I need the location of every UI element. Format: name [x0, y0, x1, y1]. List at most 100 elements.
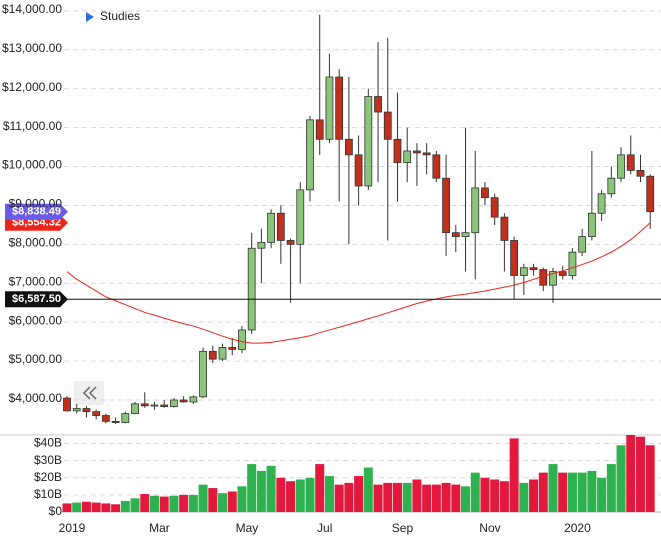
candle-body: [374, 96, 382, 113]
volume-bar: [509, 438, 519, 512]
candle-body: [529, 267, 538, 271]
y-tick-label: $5,000.00: [9, 352, 63, 366]
volume-bar: [597, 477, 607, 512]
volume-bar: [548, 464, 558, 512]
volume-bar: [120, 500, 130, 512]
y-tick-label: $10,000.00: [2, 158, 62, 172]
candle-body: [160, 404, 169, 407]
volume-bar: [645, 445, 655, 512]
x-tick-label: 2019: [59, 521, 86, 535]
chevron: [88, 386, 97, 400]
candle-body: [568, 251, 577, 276]
candle-body: [519, 267, 528, 276]
x-tick-label: Sep: [392, 521, 414, 535]
candle-body: [228, 347, 237, 350]
volume-tick-label: $10B: [34, 487, 62, 501]
x-tick-label: Mar: [149, 521, 170, 535]
candle-body: [199, 350, 207, 398]
volume-bar: [179, 494, 189, 512]
candle-body: [286, 240, 295, 245]
candle-body: [490, 197, 499, 218]
volume-tick-label: $30B: [34, 453, 62, 467]
candle-body: [383, 111, 392, 140]
volume-bar: [140, 494, 150, 512]
candle-body: [636, 170, 645, 177]
x-tick-label: 2020: [564, 521, 591, 535]
candle-body: [481, 187, 489, 199]
volume-bar: [441, 482, 451, 512]
volume-bar: [626, 435, 636, 512]
volume-bar: [305, 477, 315, 512]
volume-bar: [480, 477, 490, 512]
volume-tick-label: $40B: [34, 436, 62, 450]
y-tick-label: $7,000.00: [9, 274, 63, 288]
volume-bar: [606, 464, 616, 512]
volume-bar: [208, 488, 218, 512]
candle-body: [63, 397, 71, 412]
price-badge-label: $8,838.49: [12, 206, 61, 218]
candle-body: [558, 271, 567, 276]
volume-bar: [334, 484, 344, 512]
volume-bar: [373, 484, 383, 512]
volume-bar: [431, 484, 441, 512]
candle-body: [238, 329, 246, 350]
candle-body: [208, 350, 217, 360]
volume-bar: [587, 470, 597, 512]
volume-tick-label: $20B: [34, 470, 62, 484]
candle-body: [413, 150, 421, 154]
candle-body: [306, 119, 314, 191]
volume-bar: [81, 501, 91, 512]
candle-body: [92, 411, 101, 416]
y-tick-label: $13,000.00: [2, 41, 62, 55]
candle-body: [296, 189, 305, 245]
price-badge-label: $6,587.50: [12, 293, 61, 305]
candle-body: [393, 138, 402, 164]
studies-button[interactable]: Studies: [100, 9, 140, 23]
candle-body: [597, 193, 606, 214]
volume-bar: [392, 482, 402, 512]
candle-body: [267, 212, 276, 243]
volume-bar: [247, 464, 257, 512]
volume-bar: [237, 486, 247, 512]
candle-body: [325, 76, 334, 140]
candle-body: [432, 154, 441, 179]
volume-bar: [490, 479, 500, 512]
volume-bar: [101, 503, 111, 512]
candle-body: [510, 240, 519, 276]
volume-bar: [295, 479, 305, 512]
volume-bar: [519, 482, 529, 512]
candle-body: [364, 96, 373, 187]
candle-body: [403, 150, 412, 164]
volume-bar: [324, 476, 334, 512]
x-tick-label: May: [236, 521, 259, 535]
scroll-back-button[interactable]: [74, 381, 104, 405]
volume-bar: [218, 493, 228, 512]
volume-bar: [315, 464, 325, 512]
marks: $6,587.50$8,554.32$8,838.49: [5, 14, 661, 512]
volume-bar: [169, 495, 179, 512]
moving-average: [66, 222, 651, 344]
candle-body: [179, 399, 188, 403]
volume-bar: [91, 502, 101, 512]
volume-bar: [227, 491, 237, 512]
candle-body: [549, 271, 557, 286]
volume-bar: [276, 477, 286, 512]
candle-body: [257, 242, 266, 249]
candle-body: [218, 347, 227, 360]
volume-bar: [266, 465, 276, 512]
candle-body: [335, 76, 344, 140]
y-tick-label: $6,000.00: [9, 313, 63, 327]
volume-bar: [499, 481, 509, 512]
volume-bar: [412, 479, 422, 512]
candle-body: [315, 119, 324, 140]
studies-icon[interactable]: [86, 12, 94, 22]
volume-bar: [256, 470, 266, 512]
volume-bar: [616, 445, 626, 512]
candle-body: [150, 404, 159, 407]
volume-bar: [567, 472, 577, 512]
volume-bar: [577, 472, 587, 512]
candle-body: [189, 396, 198, 403]
candle-body: [442, 177, 450, 234]
volume-bar: [422, 484, 432, 512]
